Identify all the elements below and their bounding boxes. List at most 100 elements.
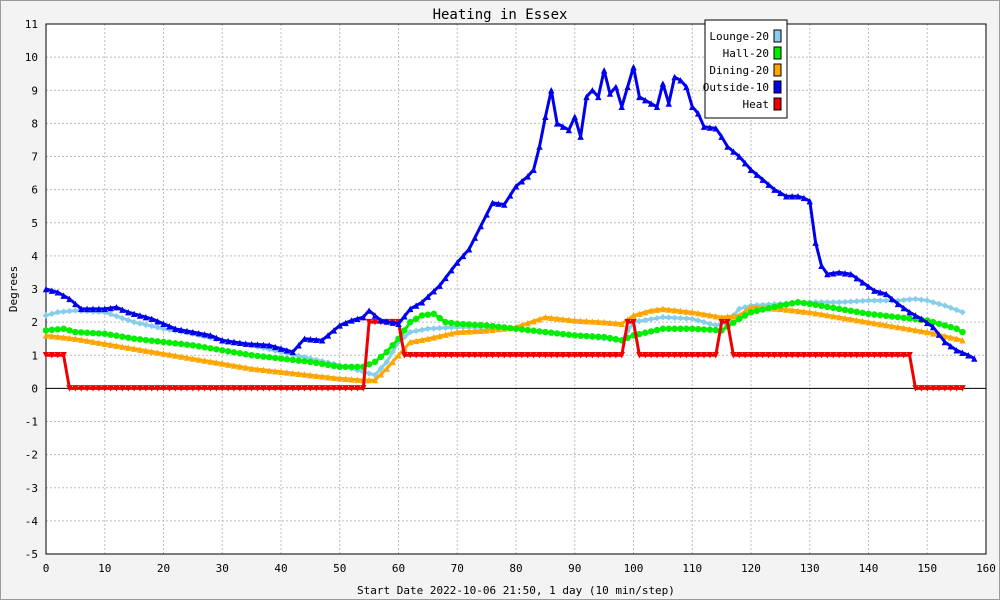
data-point bbox=[900, 296, 907, 304]
data-point bbox=[125, 308, 132, 316]
data-point bbox=[101, 340, 108, 347]
data-point bbox=[189, 328, 197, 336]
data-point bbox=[172, 352, 179, 359]
data-point bbox=[448, 352, 455, 359]
data-point bbox=[653, 103, 661, 111]
data-point bbox=[665, 325, 672, 332]
data-point bbox=[78, 336, 85, 343]
data-point bbox=[759, 306, 766, 313]
y-axis-title: Degrees bbox=[7, 266, 20, 312]
data-point bbox=[924, 328, 931, 336]
data-point bbox=[207, 345, 214, 352]
data-point bbox=[78, 385, 85, 392]
data-point bbox=[830, 352, 837, 359]
data-point bbox=[583, 332, 590, 340]
data-point bbox=[583, 93, 590, 101]
data-point bbox=[48, 332, 56, 340]
data-point bbox=[330, 374, 338, 381]
data-point bbox=[959, 308, 966, 316]
data-point bbox=[618, 103, 625, 111]
data-point bbox=[166, 385, 173, 392]
data-point bbox=[900, 304, 907, 312]
data-point bbox=[800, 352, 808, 359]
data-point bbox=[224, 385, 232, 392]
data-point bbox=[747, 352, 755, 359]
data-point bbox=[965, 352, 972, 359]
data-point bbox=[189, 342, 197, 349]
data-point bbox=[336, 322, 343, 329]
data-point bbox=[548, 87, 555, 94]
data-point bbox=[365, 307, 373, 314]
data-point bbox=[130, 318, 138, 326]
data-point bbox=[612, 83, 620, 91]
data-point bbox=[659, 313, 667, 321]
data-point bbox=[277, 368, 285, 376]
data-point bbox=[424, 335, 432, 342]
data-point bbox=[941, 338, 949, 346]
data-point bbox=[142, 321, 150, 328]
data-point bbox=[877, 311, 884, 319]
data-point bbox=[371, 376, 379, 384]
data-point bbox=[847, 315, 855, 323]
data-point bbox=[301, 385, 308, 392]
data-point bbox=[442, 274, 449, 282]
data-point bbox=[260, 341, 267, 349]
data-point bbox=[348, 376, 355, 383]
data-point bbox=[706, 124, 714, 131]
data-point bbox=[953, 385, 960, 392]
data-point bbox=[430, 325, 437, 332]
data-point bbox=[48, 352, 56, 359]
data-point bbox=[295, 342, 302, 349]
data-point bbox=[324, 332, 332, 339]
data-point bbox=[95, 305, 103, 313]
y-tick-label: -3 bbox=[25, 482, 38, 495]
x-tick-label: 110 bbox=[682, 562, 702, 575]
data-point bbox=[412, 302, 420, 309]
data-point bbox=[941, 385, 949, 392]
data-point bbox=[260, 385, 267, 392]
data-point bbox=[342, 385, 349, 392]
data-point bbox=[459, 320, 467, 328]
data-point bbox=[865, 297, 872, 304]
data-point bbox=[712, 352, 719, 359]
data-point bbox=[154, 338, 161, 345]
data-point bbox=[242, 364, 249, 371]
data-point bbox=[636, 317, 643, 325]
data-point bbox=[454, 352, 461, 359]
data-point bbox=[765, 352, 772, 359]
data-point bbox=[136, 320, 144, 327]
data-point bbox=[794, 299, 802, 306]
data-point bbox=[888, 352, 896, 359]
data-point bbox=[125, 385, 132, 392]
data-point bbox=[295, 370, 302, 377]
data-point bbox=[313, 359, 320, 367]
data-point bbox=[424, 311, 432, 318]
data-point bbox=[524, 319, 531, 327]
data-point bbox=[736, 305, 743, 313]
data-point bbox=[830, 312, 837, 320]
data-point bbox=[706, 311, 714, 319]
x-tick-label: 130 bbox=[800, 562, 820, 575]
data-point bbox=[912, 326, 919, 334]
data-point bbox=[242, 351, 249, 358]
data-point bbox=[471, 321, 479, 328]
data-point bbox=[348, 385, 355, 392]
data-point bbox=[348, 317, 355, 324]
data-point bbox=[489, 352, 496, 359]
data-point bbox=[107, 310, 114, 318]
data-point bbox=[365, 318, 373, 326]
data-point bbox=[377, 353, 385, 361]
data-point bbox=[606, 90, 614, 97]
data-point bbox=[195, 343, 202, 350]
data-point bbox=[859, 317, 866, 325]
data-point bbox=[571, 332, 578, 339]
data-point bbox=[442, 318, 449, 326]
data-point bbox=[865, 283, 872, 290]
data-point bbox=[207, 385, 214, 392]
data-point bbox=[72, 300, 79, 308]
data-point bbox=[72, 328, 79, 336]
legend-label: Hall-20 bbox=[723, 47, 769, 60]
data-point bbox=[95, 385, 103, 392]
data-point bbox=[277, 355, 285, 362]
x-axis-title: Start Date 2022-10-06 21:50, 1 day (10 m… bbox=[357, 584, 675, 597]
